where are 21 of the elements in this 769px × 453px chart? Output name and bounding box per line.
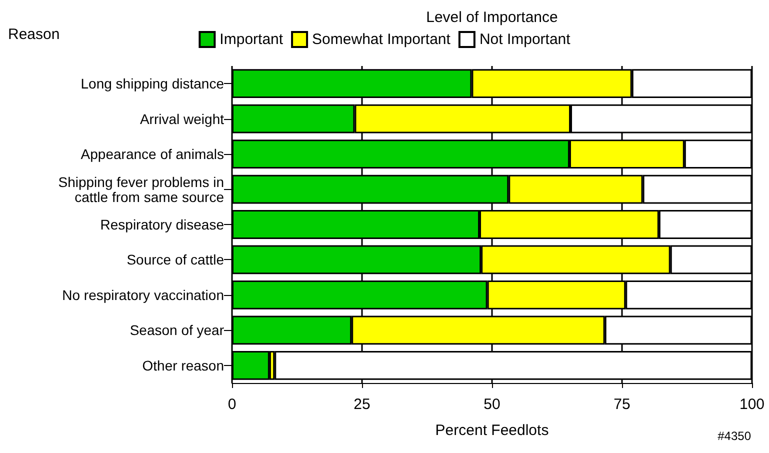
y-tick-label: Respiratory disease — [100, 216, 224, 232]
y-tick-label: Other reason — [142, 357, 224, 374]
text: #4350 — [718, 429, 752, 443]
legend-label: Not Important — [479, 31, 572, 48]
y-tick-label: Source of cattle — [126, 252, 224, 268]
y-tick-label: Appearance of animals — [80, 146, 224, 162]
legend-title: Level of Importance — [426, 9, 558, 26]
legend-label: Somewhat Important — [312, 31, 452, 48]
x-tick-label: 0 — [228, 396, 236, 413]
y-tick-label: No respiratory vaccination — [62, 286, 224, 303]
legend-label: Important — [220, 31, 284, 48]
x-tick-label: 100 — [739, 396, 765, 413]
y-tick-label: Long shipping distance — [80, 76, 224, 92]
x-axis-title: Percent Feedlots — [435, 422, 549, 439]
y-axis-title: Reason — [8, 26, 60, 43]
x-tick-label: 50 — [484, 396, 500, 413]
x-tick-label: 25 — [354, 396, 370, 413]
y-tick-label: Shipping fever problems in cattle from same source — [58, 174, 224, 205]
x-tick-label: 75 — [614, 396, 630, 413]
y-tick-label: Arrival weight — [140, 110, 224, 127]
y-tick-label: Season of year — [130, 322, 224, 338]
